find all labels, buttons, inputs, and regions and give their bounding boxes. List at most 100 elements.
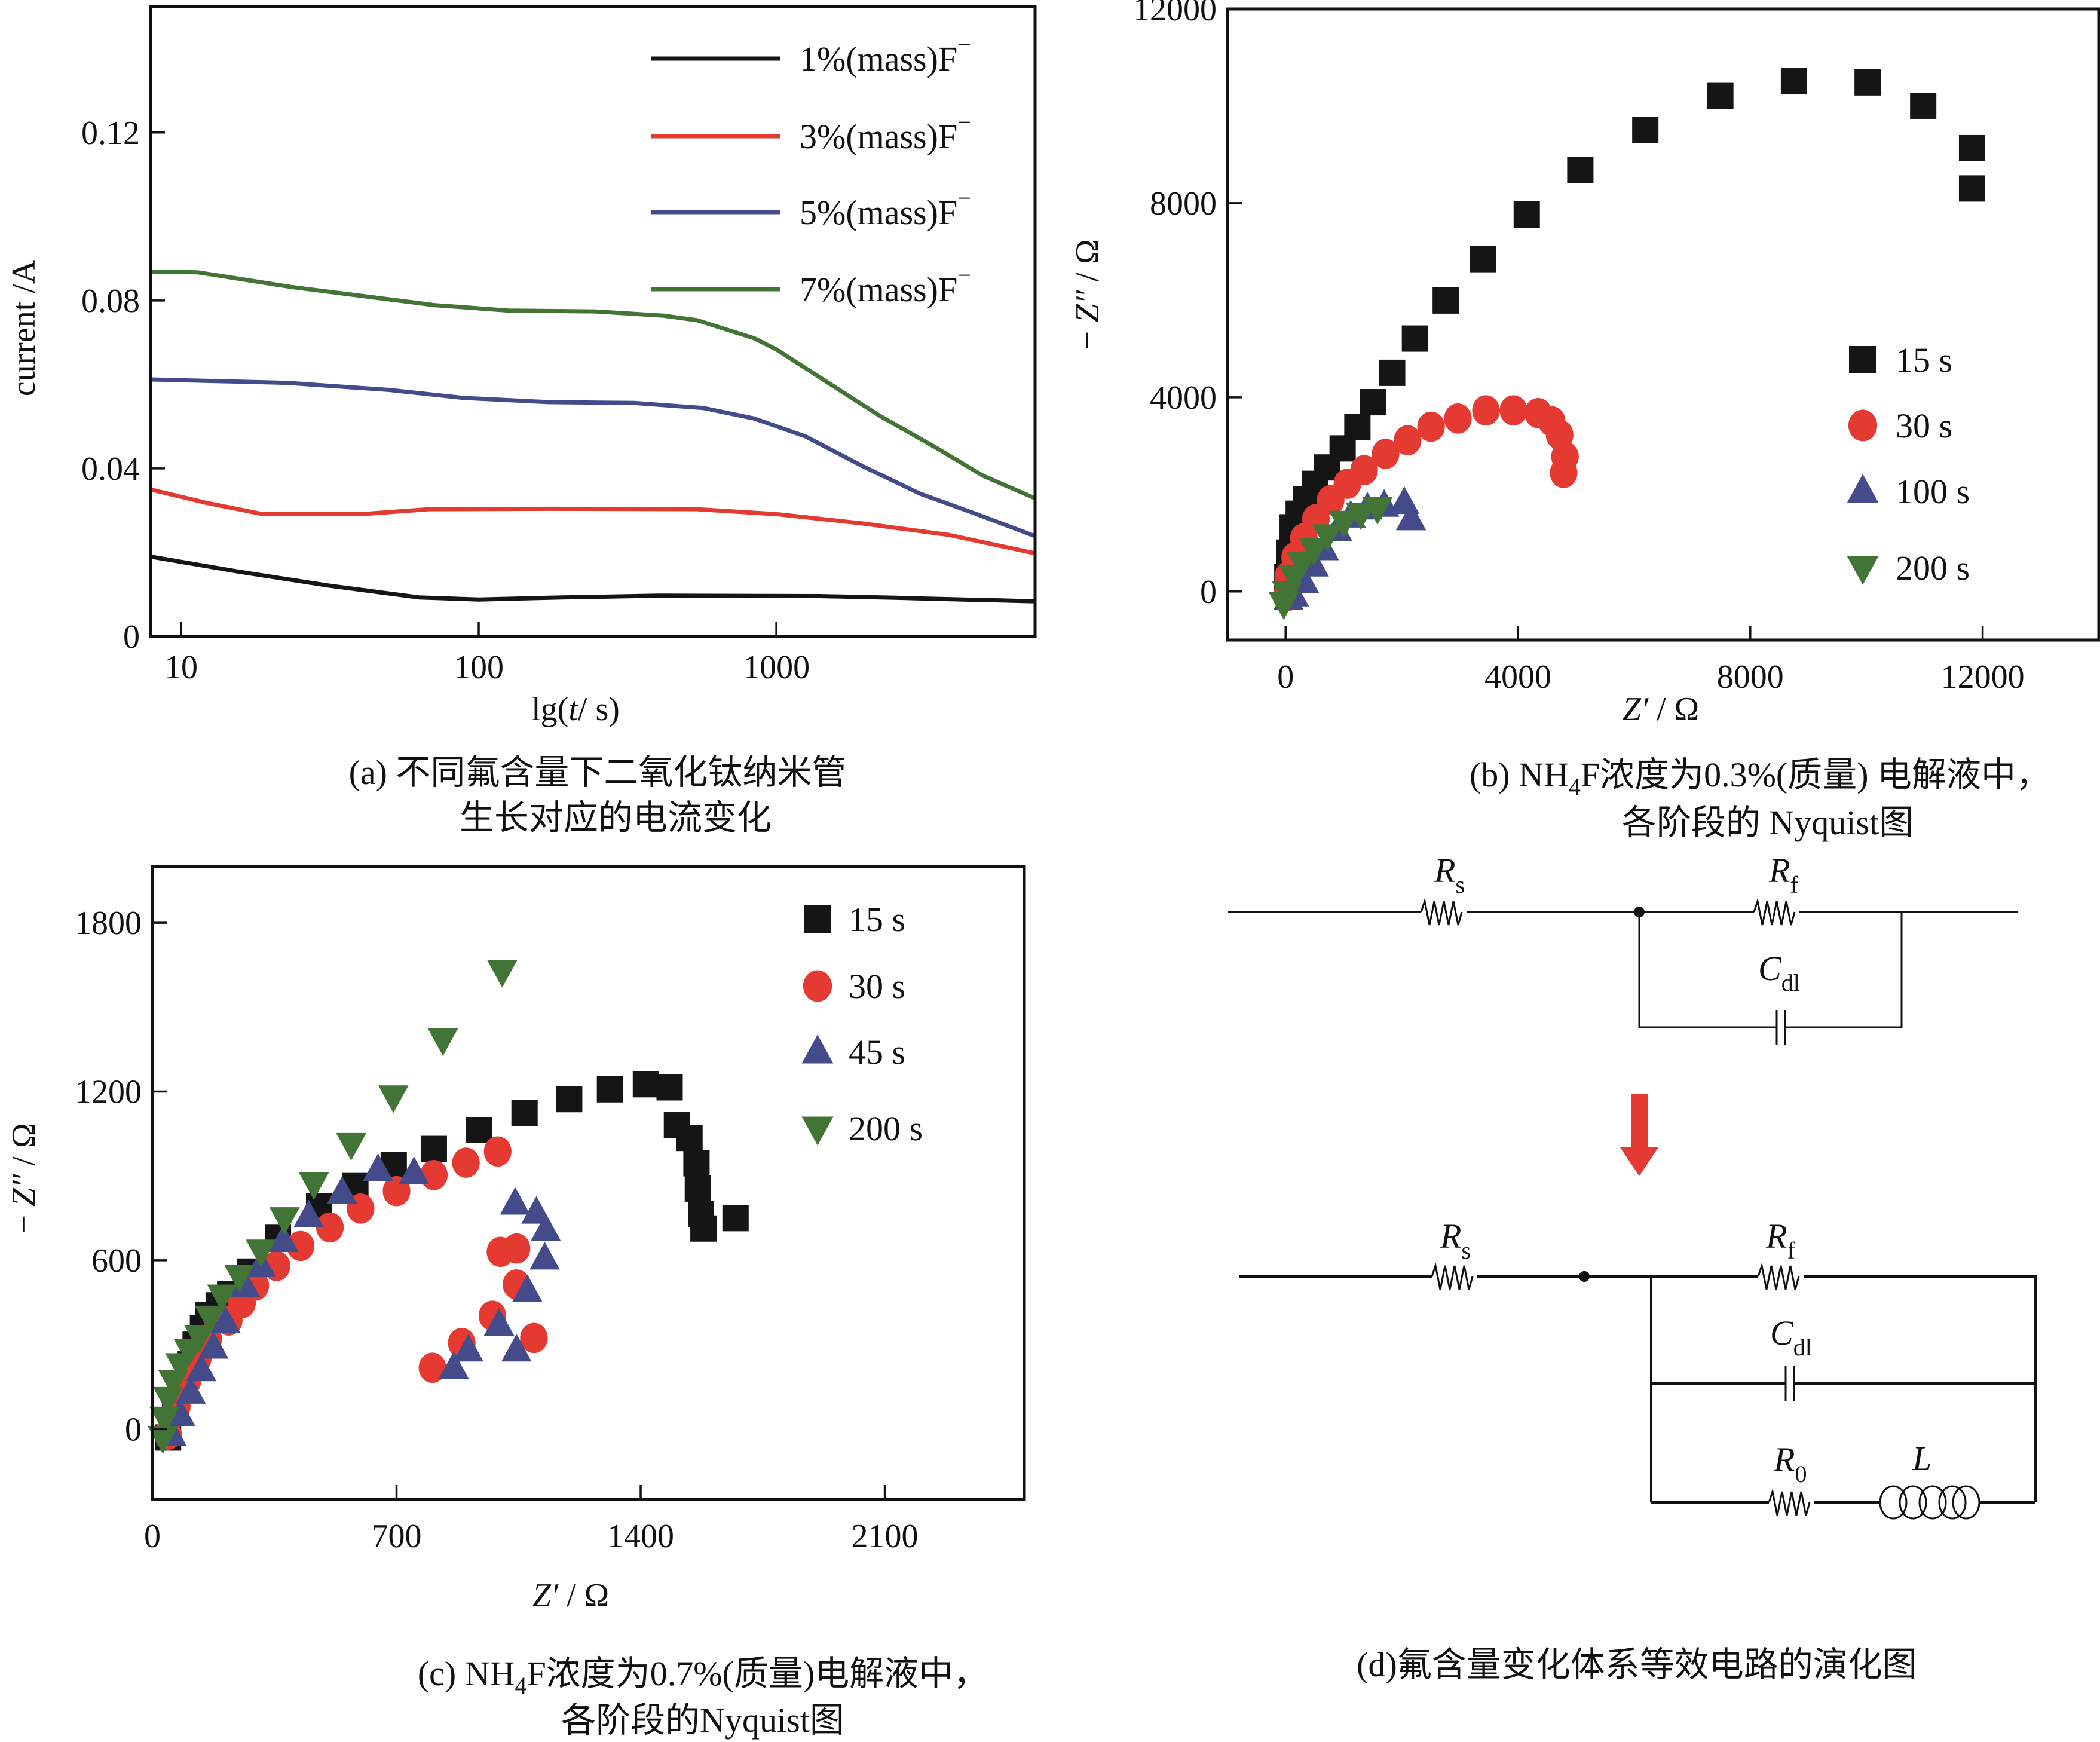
data-point-circle <box>418 1352 446 1383</box>
y-tick-label: 0 <box>123 619 140 656</box>
data-point-circle <box>1444 403 1472 434</box>
data-point-triangle-up <box>293 1199 324 1227</box>
data-point-square <box>1432 287 1459 314</box>
data-point-triangle-down <box>194 1305 225 1334</box>
data-point-square <box>1910 92 1937 119</box>
data-point-square <box>466 1117 492 1144</box>
legend-item: 3%(mass)F− <box>651 109 971 156</box>
data-point-triangle-up <box>327 1176 357 1204</box>
top-label-cdl: Cdl <box>1758 949 1800 996</box>
data-point-triangle-up <box>453 1334 484 1362</box>
data-point-square <box>676 1125 703 1152</box>
y-tick-label: 0.08 <box>81 283 140 320</box>
data-point-square <box>690 1215 717 1242</box>
panel-a-xlabel: lg(t/ s) <box>531 691 620 728</box>
legend-marker-circle <box>1848 409 1878 442</box>
y-tick-label: 1200 <box>75 1074 142 1111</box>
data-point-triangle-up <box>210 1305 241 1334</box>
data-point-triangle-up <box>175 1376 206 1404</box>
top-rs-resistor-icon <box>1420 898 1463 926</box>
x-tick-label: 12000 <box>1941 659 2025 696</box>
panel-c-caption-line-1: (c) NH4F浓度为0.7%(质量)电解液中， <box>418 1654 988 1699</box>
data-point-square <box>632 1071 659 1098</box>
data-point-square <box>1344 413 1371 440</box>
x-tick-label: 700 <box>372 1518 422 1555</box>
y-tick-label: 0.12 <box>81 115 140 152</box>
data-point-triangle-down <box>378 1085 409 1113</box>
data-point-triangle-down <box>246 1239 276 1268</box>
data-point-triangle-down <box>427 1028 458 1056</box>
data-point-square <box>556 1086 583 1113</box>
bottom-circuit: Rs Rf Cdl R0 L <box>1239 1217 2037 1520</box>
data-point-circle <box>1417 411 1445 442</box>
data-point-circle <box>316 1212 344 1243</box>
data-point-triangle-down <box>269 1207 300 1235</box>
series-line-1 <box>150 555 1035 604</box>
data-point-triangle-up <box>1395 503 1426 531</box>
data-point-square <box>1360 389 1386 416</box>
legend-item: 1%(mass)F− <box>651 31 971 78</box>
legend-marker-square <box>1849 346 1876 373</box>
series-line-3 <box>150 377 1036 538</box>
data-point-triangle-up <box>438 1351 469 1379</box>
data-point-square <box>656 1074 683 1101</box>
bottom-node-dot <box>1579 1271 1590 1282</box>
y-tick-label: 600 <box>91 1242 142 1279</box>
legend-label: 100 s <box>1896 472 1970 511</box>
x-tick-label: 0 <box>1277 659 1294 696</box>
inductor-icon <box>1879 1485 1980 1520</box>
x-tick-label: 10 <box>164 649 198 686</box>
data-point-circle <box>483 1136 512 1167</box>
legend-item: 15 s <box>804 900 905 939</box>
panel-b-frame <box>1226 7 2100 642</box>
legend-label: 30 s <box>1896 406 1952 445</box>
top-circuit: Rs Rf Cdl <box>1228 851 2018 1045</box>
panel-c-frame <box>151 865 1026 1501</box>
x-tick-label: 2100 <box>852 1518 919 1555</box>
legend-label: 200 s <box>849 1109 923 1148</box>
data-point-square <box>1958 175 1985 202</box>
data-point-triangle-up <box>363 1153 393 1181</box>
legend-item: 7%(mass)F− <box>651 262 971 309</box>
panel-c-nyquist-chart: 0 700 1400 2100 0 600 1200 1800 15 s 30 s 45 s 200… <box>5 865 1026 1740</box>
data-point-triangle-down <box>298 1172 329 1200</box>
data-point-square <box>1513 201 1540 228</box>
y-tick-label: 12000 <box>1133 0 1217 28</box>
data-point-triangle-down <box>1312 524 1343 552</box>
data-point-triangle-up <box>512 1274 543 1302</box>
data-point-triangle-up <box>531 1213 561 1241</box>
panel-b-nyquist-chart: 0 4000 8000 12000 0 4000 8000 12000 15 s 30 s 100… <box>1069 0 2100 842</box>
panel-c-legend: 15 s 30 s 45 s 200 s <box>801 900 923 1148</box>
bottom-label-rs: Rs <box>1440 1217 1471 1264</box>
top-label-rf: Rf <box>1768 851 1798 898</box>
legend-label: 200 s <box>1896 549 1970 587</box>
data-point-triangle-up <box>268 1224 299 1253</box>
top-cdl-capacitor-icon <box>1775 1010 1786 1045</box>
y-tick-label: 4000 <box>1150 379 1217 417</box>
data-point-square <box>1780 68 1807 95</box>
y-tick-label: 0.04 <box>81 451 140 488</box>
panel-b-legend: 15 s 30 s 100 s 200 s <box>1847 341 1970 587</box>
bottom-r0-resistor-icon <box>1768 1488 1811 1516</box>
data-point-triangle-down <box>148 1426 178 1454</box>
x-tick-label: 1400 <box>607 1518 674 1555</box>
bottom-rf-resistor-icon <box>1757 1262 1800 1290</box>
panel-b-plot-area <box>1268 68 1985 620</box>
legend-label: 30 s <box>849 967 905 1006</box>
panel-c-xlabel: Z′ / Ω <box>532 1577 610 1614</box>
y-tick-label: 0 <box>1200 574 1217 611</box>
legend-label: 15 s <box>849 900 905 939</box>
data-point-triangle-up <box>399 1156 429 1184</box>
data-point-square <box>596 1076 623 1103</box>
data-point-triangle-up <box>229 1269 260 1297</box>
data-point-circle <box>520 1322 548 1354</box>
legend-marker-triangle-down <box>801 1116 834 1146</box>
legend-marker-triangle-down <box>1847 556 1879 585</box>
data-point-circle <box>1372 439 1400 469</box>
y-tick-label: 8000 <box>1150 185 1217 222</box>
data-point-triangle-down <box>1345 502 1376 531</box>
data-point-square <box>511 1100 538 1126</box>
legend-item: 15 s <box>1849 341 1952 379</box>
x-tick-label: 8000 <box>1717 659 1784 696</box>
